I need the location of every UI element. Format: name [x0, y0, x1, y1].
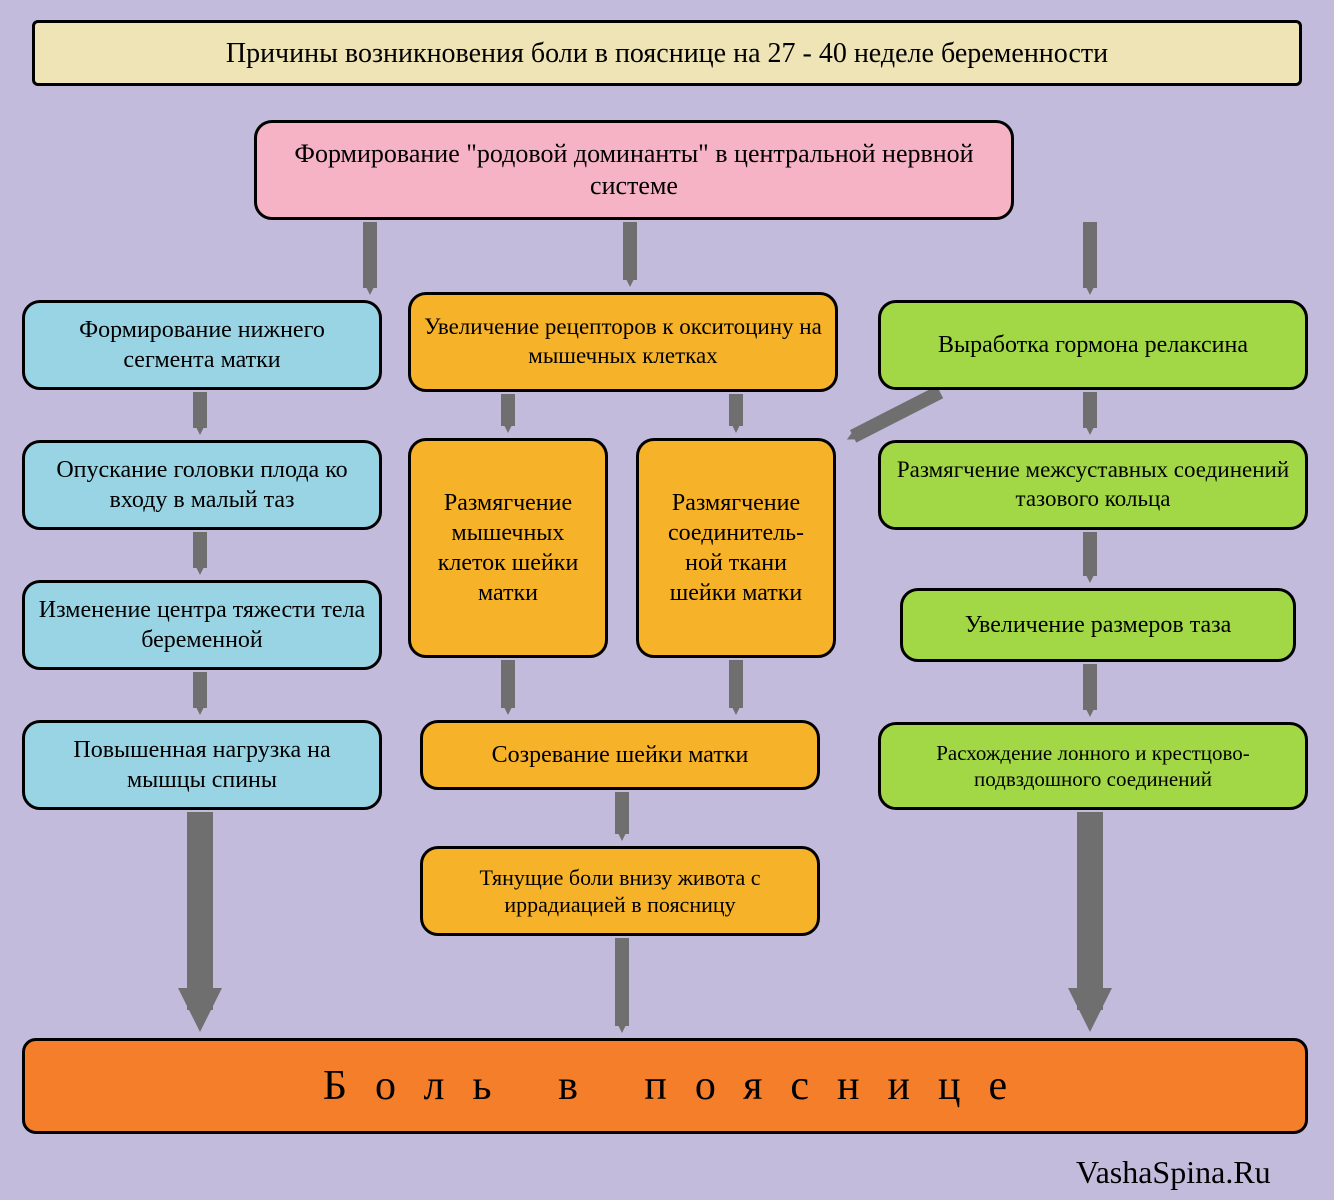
node-o3: Созревание шейки матки [420, 720, 820, 790]
node-root: Формирование "родовой доминанты" в центр… [254, 120, 1014, 220]
arrow-14 [853, 392, 940, 436]
node-g2: Размягчение межсуставных соединений тазо… [878, 440, 1308, 530]
node-b3: Изменение центра тяжести тела беременной [22, 580, 382, 670]
node-b2: Опускание головки плода ко входу в малый… [22, 440, 382, 530]
node-b1: Формирование нижнего сегмента матки [22, 300, 382, 390]
node-g3: Увеличение размеров таза [900, 588, 1296, 662]
node-b4: Повышенная нагрузка на мышцы спины [22, 720, 382, 810]
node-title: Причины возникновения боли в пояснице на… [32, 20, 1302, 86]
node-g1: Выработка гормона релаксина [878, 300, 1308, 390]
node-g4: Расхождение лонного и крестцово-подвздош… [878, 722, 1308, 810]
flowchart-canvas: Причины возникновения боли в пояснице на… [0, 0, 1334, 1200]
watermark: VashaSpina.Ru [1076, 1154, 1271, 1191]
node-footer: Боль в пояснице [22, 1038, 1308, 1134]
node-o2b: Размягчение соединитель-ной ткани шейки … [636, 438, 836, 658]
node-o1: Увеличение рецепторов к окситоцину на мы… [408, 292, 838, 392]
node-o2a: Размягчение мышечных клеток шейки матки [408, 438, 608, 658]
node-o4: Тянущие боли внизу живота с иррадиацией … [420, 846, 820, 936]
